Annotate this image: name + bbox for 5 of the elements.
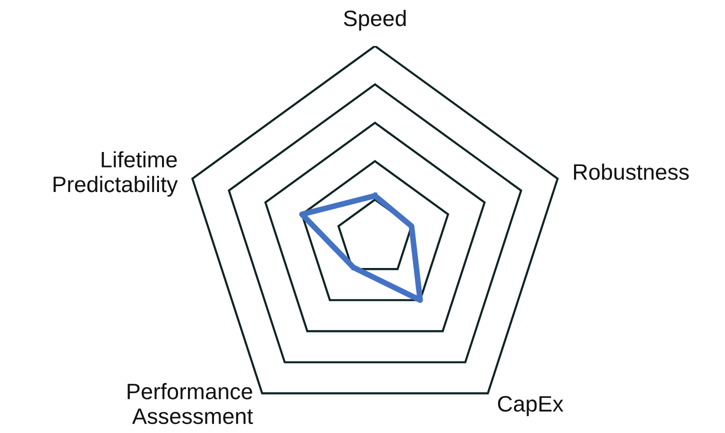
spoke-label: Speed	[344, 10, 406, 31]
spoke-label: CapEx	[498, 396, 564, 416]
spoke-label: Lifetime Predictability	[54, 151, 178, 197]
spoke-label: Performance Assessment	[128, 383, 253, 424]
spoke-label: Robustness	[574, 164, 689, 180]
